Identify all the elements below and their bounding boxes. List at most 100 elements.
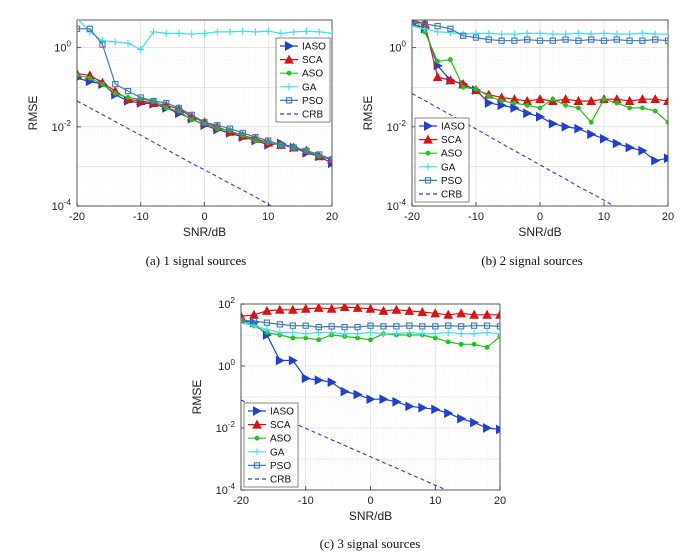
point-iaso xyxy=(457,413,467,424)
point-aso xyxy=(432,335,438,341)
point-ga xyxy=(600,29,608,37)
x-tick-label: 20 xyxy=(326,211,338,223)
point-ga xyxy=(201,29,208,37)
point-pso xyxy=(265,137,272,144)
point-sca xyxy=(624,95,635,105)
series-line-crb xyxy=(241,399,448,490)
x-tick-label: 0 xyxy=(537,211,543,223)
legend-label-ga: GA xyxy=(270,447,285,458)
point-pso xyxy=(354,323,361,331)
point-ga xyxy=(303,27,310,35)
point-iaso xyxy=(625,142,635,153)
point-aso xyxy=(563,102,568,108)
point-sca xyxy=(637,94,648,104)
point-pso xyxy=(549,37,556,44)
point-pso xyxy=(393,323,400,330)
point-ga xyxy=(485,29,493,37)
point-pso xyxy=(421,20,428,27)
point-sca xyxy=(287,304,298,314)
legend-a: IASO SCA ASO GA PSO CRB xyxy=(275,37,331,123)
point-sca xyxy=(313,304,324,312)
point-iaso xyxy=(379,394,389,405)
point-aso xyxy=(601,96,607,102)
point-pso xyxy=(536,37,544,44)
series-ga-b xyxy=(412,22,668,38)
y-axis-label-c: RMSE xyxy=(190,380,204,415)
legend-item-aso: ASO xyxy=(248,434,291,445)
chart-b: -20 -10 0 10 20 10-4 10-2 100 SNR/dB RMSE IASO SCA A… xyxy=(361,19,674,239)
point-sca xyxy=(535,94,545,104)
point-ga xyxy=(446,29,454,37)
series-ga-c xyxy=(241,319,500,338)
point-sca xyxy=(663,95,668,105)
point-ga xyxy=(638,29,646,37)
point-ga xyxy=(239,27,247,35)
point-ga xyxy=(418,330,426,338)
point-sca xyxy=(495,309,500,319)
x-tick-label: 10 xyxy=(262,211,274,223)
point-ga xyxy=(574,29,582,37)
legend-label-pso: PSO xyxy=(270,461,291,472)
point-iaso xyxy=(561,122,571,132)
point-iaso xyxy=(405,401,415,412)
legend-marker-aso xyxy=(425,150,431,156)
point-ga xyxy=(162,29,170,37)
point-aso xyxy=(665,119,668,125)
point-sca xyxy=(560,94,571,104)
point-pso xyxy=(496,323,500,330)
x-tick-label: 20 xyxy=(662,211,674,223)
point-pso xyxy=(175,104,183,112)
y-tick-label: 10-2 xyxy=(387,119,407,134)
point-aso xyxy=(458,341,464,347)
point-pso xyxy=(498,37,505,44)
point-iaso xyxy=(536,111,546,122)
point-ga xyxy=(213,28,221,36)
point-aso xyxy=(588,119,594,125)
point-sca xyxy=(339,304,350,312)
legend-marker-iaso xyxy=(253,406,263,416)
legend-item-iaso: IASO xyxy=(248,406,294,418)
point-ga xyxy=(379,330,387,338)
point-ga xyxy=(431,330,439,338)
point-aso xyxy=(471,341,477,347)
series-pso-b xyxy=(412,20,668,44)
point-pso xyxy=(613,36,620,43)
point-ga xyxy=(498,30,506,38)
legend-label-crb: CRB xyxy=(270,475,291,486)
point-pso xyxy=(664,37,668,44)
point-pso xyxy=(290,144,297,151)
series-line-pso xyxy=(241,319,500,328)
point-aso xyxy=(87,75,93,81)
point-ga xyxy=(664,30,668,38)
point-aso xyxy=(640,105,645,111)
point-ga xyxy=(444,329,452,337)
point-ga xyxy=(405,329,413,337)
point-sca xyxy=(326,304,337,313)
point-aso xyxy=(355,335,360,341)
point-aso xyxy=(445,339,451,345)
x-tick-label: -10 xyxy=(298,495,314,507)
point-ga xyxy=(354,330,362,338)
x-tick-label: 10 xyxy=(429,495,441,507)
point-ga xyxy=(328,29,332,37)
point-pso xyxy=(485,36,492,43)
point-ga xyxy=(367,329,374,337)
legend-item-pso: PSO xyxy=(248,461,291,472)
point-pso xyxy=(226,125,234,132)
chart-c: -20 -10 0 10 20 10-4 10-2 100 102 SNR/dB RMSE IASO S… xyxy=(190,296,506,523)
point-sca xyxy=(469,309,479,319)
point-ga xyxy=(483,329,491,337)
series-aso-b xyxy=(413,20,668,125)
point-pso xyxy=(447,25,454,32)
legend-label-iaso: IASO xyxy=(270,407,294,418)
point-aso xyxy=(77,72,80,78)
point-pso xyxy=(562,36,569,43)
point-ga xyxy=(111,38,119,46)
y-tick-label: 100 xyxy=(218,358,235,373)
point-aso xyxy=(537,105,543,111)
point-sca xyxy=(300,304,311,313)
point-pso xyxy=(315,323,322,331)
series-sca-b xyxy=(412,20,668,105)
point-pso xyxy=(99,41,106,48)
legend-marker-pso xyxy=(253,462,261,469)
